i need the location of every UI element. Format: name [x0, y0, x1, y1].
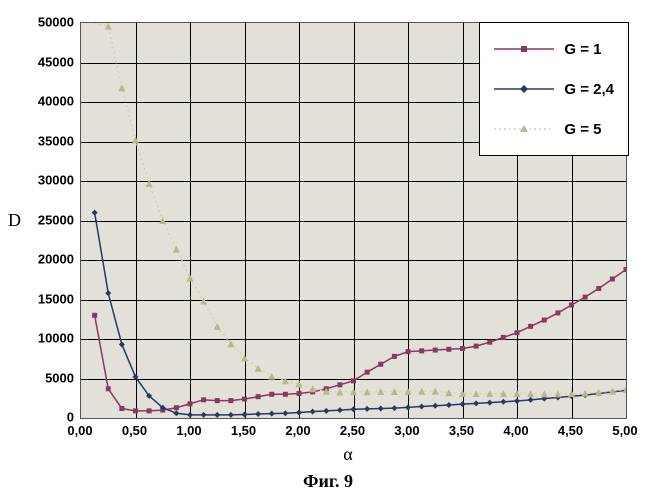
y-tick-label: 25000 — [19, 212, 74, 227]
y-tick-label: 5000 — [19, 370, 74, 385]
x-tick-label: 5,00 — [612, 423, 637, 438]
x-tick-label: 0,50 — [122, 423, 147, 438]
legend-item: G = 5 — [494, 109, 614, 149]
figure-caption: Фиг. 9 — [0, 471, 656, 492]
legend: G = 1 G = 2,4 G = 5 — [479, 22, 629, 156]
y-tick-label: 0 — [19, 410, 74, 425]
y-tick-label: 15000 — [19, 291, 74, 306]
y-tick-label: 30000 — [19, 173, 74, 188]
x-tick-label: 4,00 — [503, 423, 528, 438]
y-tick-label: 10000 — [19, 331, 74, 346]
y-tick-label: 50000 — [19, 15, 74, 30]
legend-label: G = 1 — [564, 41, 601, 58]
x-tick-label: 3,50 — [449, 423, 474, 438]
y-tick-label: 35000 — [19, 133, 74, 148]
y-tick-label: 40000 — [19, 94, 74, 109]
x-axis-label: α — [343, 444, 352, 465]
x-tick-label: 4,50 — [558, 423, 583, 438]
x-tick-label: 2,50 — [340, 423, 365, 438]
legend-item: G = 1 — [494, 29, 614, 69]
legend-item: G = 2,4 — [494, 69, 614, 109]
x-tick-label: 1,50 — [231, 423, 256, 438]
legend-marker-g1 — [494, 39, 554, 59]
x-tick-label: 2,00 — [285, 423, 310, 438]
legend-label: G = 5 — [564, 121, 601, 138]
legend-marker-g5 — [494, 119, 554, 139]
x-tick-label: 1,00 — [176, 423, 201, 438]
legend-label: G = 2,4 — [564, 81, 614, 98]
x-tick-label: 3,00 — [394, 423, 419, 438]
y-tick-label: 45000 — [19, 54, 74, 69]
x-tick-label: 0,00 — [67, 423, 92, 438]
y-tick-label: 20000 — [19, 252, 74, 267]
legend-marker-g24 — [494, 79, 554, 99]
